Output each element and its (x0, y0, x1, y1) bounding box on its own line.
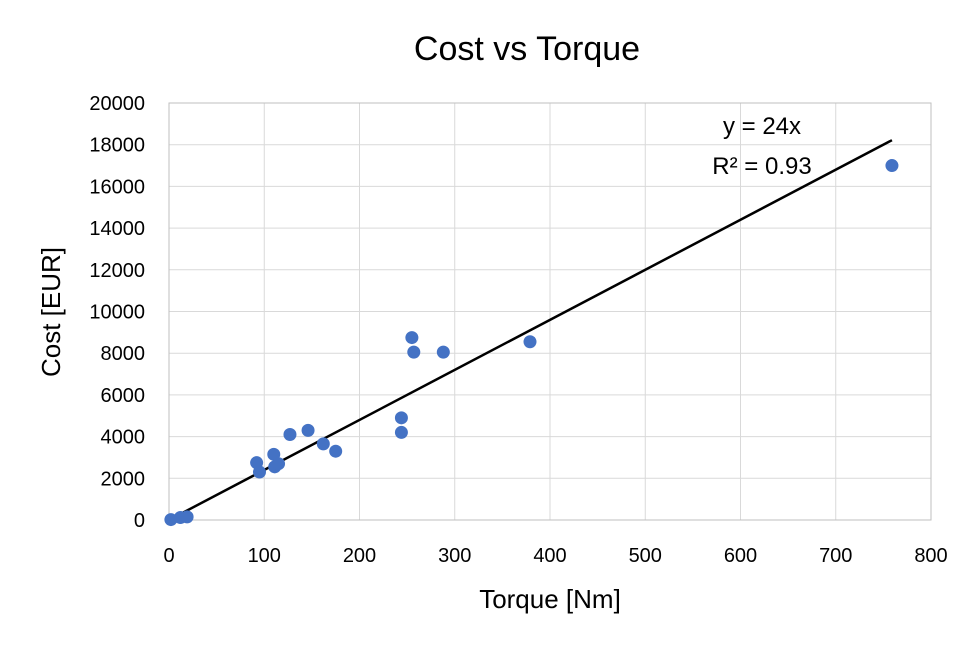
x-tick-label: 500 (629, 545, 662, 567)
x-tick-label: 600 (724, 545, 757, 567)
x-axis-title: Torque [Nm] (479, 584, 621, 614)
data-point (885, 159, 899, 173)
y-tick-label: 10000 (89, 302, 145, 324)
y-tick-label: 14000 (89, 218, 145, 240)
y-tick-label: 16000 (89, 176, 145, 198)
data-point (316, 437, 330, 451)
x-tick-label: 800 (914, 545, 947, 567)
data-point (283, 428, 297, 442)
x-tick-label: 700 (819, 545, 852, 567)
y-tick-label: 2000 (101, 468, 146, 490)
data-point (301, 423, 315, 437)
x-tick-label: 0 (163, 545, 174, 567)
data-point (407, 345, 421, 359)
y-tick-label: 6000 (101, 385, 146, 407)
y-axis-ticks: 0 2000 4000 6000 8000 10000 12000 14000 16000 180… (89, 93, 145, 532)
data-point (394, 425, 408, 439)
y-tick-label: 20000 (89, 93, 145, 115)
data-point (394, 411, 408, 425)
x-tick-label: 400 (533, 545, 566, 567)
data-point (329, 444, 343, 458)
data-point (180, 510, 194, 524)
data-point (436, 345, 450, 359)
x-tick-label: 100 (248, 545, 281, 567)
data-points (164, 159, 899, 527)
grid-lines (168, 102, 932, 521)
chart-title: Cost vs Torque (414, 30, 640, 68)
plot-area (168, 102, 932, 521)
trendline-equation: y = 24x (723, 113, 801, 140)
x-tick-label: 300 (438, 545, 471, 567)
y-tick-label: 8000 (101, 343, 146, 365)
data-point (252, 465, 266, 479)
y-tick-label: 12000 (89, 260, 145, 282)
y-axis-title: Cost [EUR] (36, 247, 66, 377)
x-tick-label: 200 (343, 545, 376, 567)
data-point (523, 335, 537, 349)
y-tick-label: 0 (134, 510, 145, 532)
data-point (405, 331, 419, 345)
trendline-r-squared: R² = 0.93 (712, 153, 811, 180)
trendline (170, 139, 893, 521)
y-tick-label: 4000 (101, 427, 146, 449)
y-tick-label: 18000 (89, 135, 145, 157)
data-point (272, 457, 286, 471)
x-axis-ticks: 0 100 200 300 400 500 600 700 800 (163, 545, 947, 567)
